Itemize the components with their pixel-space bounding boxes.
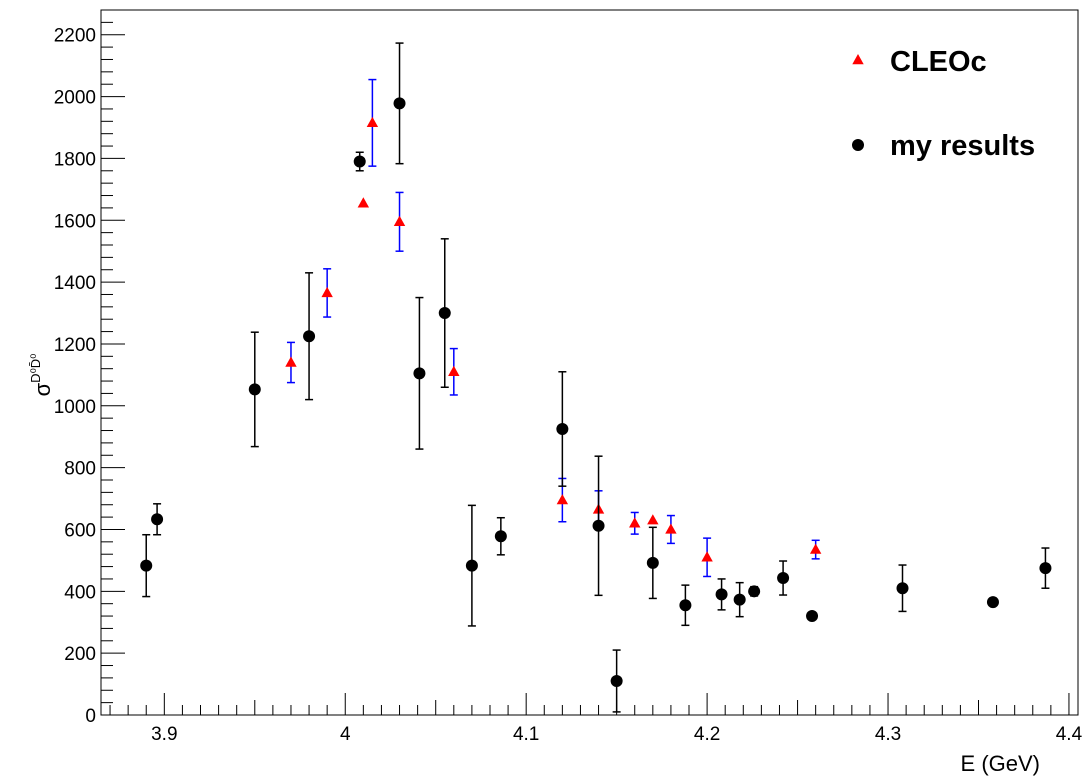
data-point-circle xyxy=(151,513,164,526)
y-tick-label: 1200 xyxy=(54,335,96,356)
data-point-triangle xyxy=(665,523,677,534)
y-tick-label: 2000 xyxy=(54,88,96,109)
data-point-circle xyxy=(140,559,153,572)
data-point-triangle xyxy=(366,116,379,128)
y-tick-label: 200 xyxy=(64,644,96,665)
data-point-circle xyxy=(610,674,623,687)
y-tick-label: 0 xyxy=(85,706,96,727)
x-tick-label: 4.4 xyxy=(1056,724,1083,745)
legend-marker-my-results xyxy=(852,139,864,151)
legend-circle xyxy=(852,139,864,151)
data-point-circle xyxy=(806,610,819,623)
data-point-circle xyxy=(413,367,426,380)
legend: CLEOc my results xyxy=(852,46,1035,162)
x-tick-label: 3.9 xyxy=(151,724,177,745)
data-point-circle xyxy=(494,530,507,543)
data-point-triangle xyxy=(629,517,641,528)
y-tick-label: 1800 xyxy=(54,149,96,170)
plot-frame-rect xyxy=(100,9,1079,716)
y-axis-title-base: σ xyxy=(30,382,55,396)
data-point-circle xyxy=(556,422,569,435)
legend-label-cleoc: CLEOc xyxy=(890,46,987,78)
data-point-circle xyxy=(748,585,761,598)
data-point-circle xyxy=(715,588,728,601)
data-point-circle xyxy=(896,582,909,595)
svg-text:σD⁰D̄⁰: σD⁰D̄⁰ xyxy=(28,354,55,397)
data-point-circle xyxy=(465,559,478,572)
plot-frame xyxy=(100,9,1079,716)
data-point-circle xyxy=(733,593,746,606)
data-point-triangle xyxy=(647,514,659,525)
axis-ticks xyxy=(101,9,1070,716)
data-point-triangle xyxy=(321,286,333,298)
data-series xyxy=(140,42,1052,713)
data-point-circle xyxy=(248,383,261,396)
y-tick-label: 400 xyxy=(64,582,96,603)
y-tick-label: 1600 xyxy=(54,211,96,232)
x-tick-label: 4.3 xyxy=(875,724,901,745)
data-point-circle xyxy=(1039,562,1052,575)
x-axis-title: E (GeV) xyxy=(961,751,1040,776)
tick-labels: 3.9 4 4.1 4.2 4.3 4.4 0 200 400 600 800 1000 1200 140… xyxy=(54,26,1083,745)
data-point-circle xyxy=(777,572,790,585)
data-point-triangle xyxy=(556,494,569,505)
legend-marker-cleoc xyxy=(852,54,864,65)
x-tick-label: 4.2 xyxy=(694,724,720,745)
y-axis-title-superscript: D⁰D̄⁰ xyxy=(28,354,43,383)
y-tick-label: 1400 xyxy=(54,273,96,294)
y-axis-title: σD⁰D̄⁰ xyxy=(28,354,55,397)
x-tick-label: 4.1 xyxy=(513,724,539,745)
y-tick-label: 800 xyxy=(64,459,96,480)
data-point-circle xyxy=(438,307,451,320)
data-point-circle xyxy=(646,556,659,569)
data-point-circle xyxy=(393,97,406,110)
legend-label-my-results: my results xyxy=(890,130,1035,162)
y-tick-label: 1000 xyxy=(54,397,96,418)
data-point-circle xyxy=(986,596,999,609)
y-tick-label: 600 xyxy=(64,520,96,541)
data-point-triangle xyxy=(448,365,460,376)
data-point-triangle xyxy=(357,197,370,208)
data-point-triangle xyxy=(393,215,406,227)
data-point-circle xyxy=(303,330,316,343)
x-tick-label: 4 xyxy=(340,724,351,745)
series-my-results xyxy=(140,42,1052,713)
data-point-triangle xyxy=(285,356,297,367)
data-point-circle xyxy=(592,519,605,532)
data-point-circle xyxy=(679,599,692,612)
data-point-circle xyxy=(353,155,366,168)
data-point-triangle xyxy=(701,551,713,562)
series-cleoc xyxy=(285,78,822,578)
y-tick-label: 2200 xyxy=(54,26,96,47)
legend-triangle xyxy=(852,54,864,65)
data-point-triangle xyxy=(809,543,822,554)
